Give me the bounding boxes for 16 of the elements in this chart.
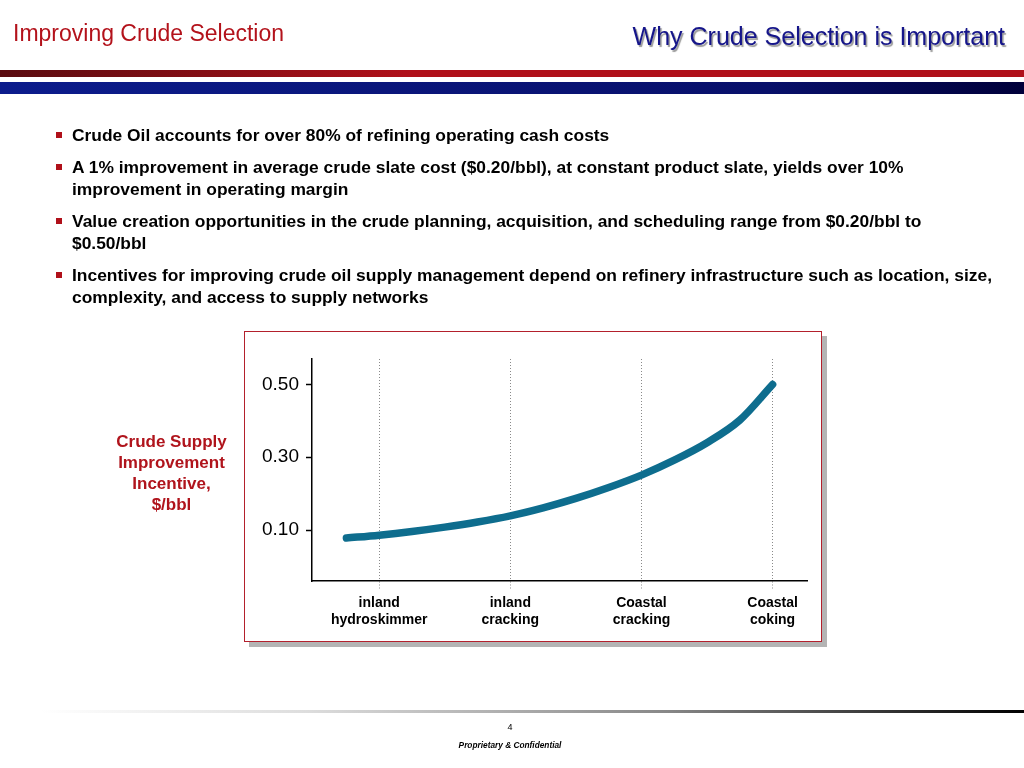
x-tick-label: inland cracking [481,594,540,628]
y-tick-label: 0.30 [262,445,299,467]
chart-subtitle: Improving Crude Selection [13,20,285,47]
text: A 1% improvement in average crude slate cost ($0.20/bbl), at constant product slate, yields over 10% improvement in operating margin [72,157,904,199]
text: Crude Oil accounts for over 80% of refining operating cash costs [72,125,610,145]
y-tick-label: 0.10 [262,518,299,540]
text: Proprietary & Confidential [457,740,563,750]
x-tick-label: inland hydroskimmer [330,594,428,628]
text: 4 [506,722,514,732]
x-tick-label: Coastal cracking [612,594,671,628]
y-tick-label: 0.50 [262,372,299,394]
text: Value creation opportunities in the crude planning, acquisition, and scheduling range from $0.20/bbl to $0.50/bbl [72,211,922,253]
y-axis-title: Crude Supply Improvement Incentive, $/bbl [115,431,228,515]
chart-title: Why Crude Selection is Important [632,22,1005,51]
x-tick-label: Coastal coking [747,594,798,628]
text: Incentives for improving crude oil supply management depend on refinery infrastructure such as location, size, complexity, and access to supply networks [72,265,992,307]
